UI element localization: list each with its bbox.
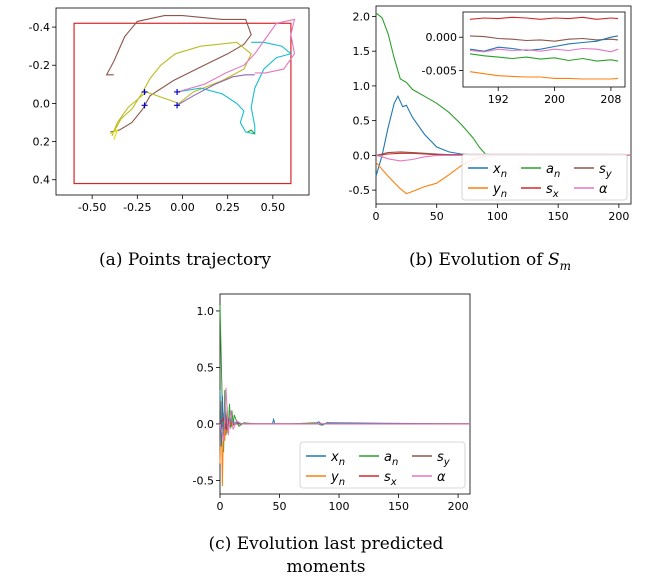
panel-b-y-tick-label: -0.5 <box>349 184 370 197</box>
panel-b-y-tick-label: 0.5 <box>353 115 371 128</box>
panel-b-chart: 0 50 100 150 200 -0.5 0.0 0.5 1.0 1.5 2.0 192 200 208… <box>349 5 632 223</box>
panel-b-legend-label-an: an <box>546 162 560 180</box>
panel-c-chart: 0 50 100 150 200 -0.5 0.0 0.5 1.0 xn yn an sx sy α <box>193 293 471 513</box>
panel-c-y-tick-label: 0.5 <box>197 361 215 374</box>
panel-b-inset-y-tick-label: -0.005 <box>422 64 457 77</box>
panel-b-y-tick-label: 1.0 <box>353 80 371 93</box>
panel-a-trajectory-2 <box>111 41 252 137</box>
panel-a-trajectory-7 <box>247 129 256 135</box>
panel-b-legend-label-sx: sx <box>546 182 559 200</box>
panel-a-y-tick-label: 0.0 <box>33 97 51 110</box>
panel-a-start-marker-3 <box>174 88 181 95</box>
panel-a-boundary-rectangle <box>73 22 292 185</box>
caption-c-line-1: (c) Evolution last predicted <box>209 534 444 554</box>
panel-a-y-tick-label: -0.4 <box>29 21 50 34</box>
panel-b-inset-series-sy <box>469 35 619 42</box>
panel-b-inset-x-tick-label: 200 <box>544 93 565 106</box>
panel-a-x-tick-label: -0.50 <box>78 201 106 214</box>
panel-c-legend-label-alpha: α <box>437 470 446 485</box>
panel-b-y-tick-label: 0.0 <box>353 149 371 162</box>
panel-b-inset-x-tick-label: 192 <box>488 93 509 106</box>
panel-a-start-marker-4 <box>174 102 181 109</box>
panel-a-x-tick-label: 0.50 <box>261 201 286 214</box>
panel-b-x-tick-label: 150 <box>548 210 569 223</box>
panel-b-inset-y-tick-label: 0.000 <box>426 31 458 44</box>
panel-a-trajectory-1 <box>105 15 252 133</box>
panel-c-legend-label-sy: sy <box>437 450 451 468</box>
panel-b-inset-series-alpha <box>469 47 619 53</box>
panel-c-series-an <box>219 305 470 453</box>
panel-c-legend-label-xn: xn <box>330 450 345 468</box>
panel-a-trajectory-3 <box>177 41 293 135</box>
panel-b-frame <box>375 5 632 205</box>
panel-b-series-an <box>375 12 631 156</box>
panel-c-x-tick-label: 100 <box>329 500 350 513</box>
panel-b-y-tick-label: 1.5 <box>353 45 371 58</box>
panel-c-series-xn <box>219 389 471 447</box>
caption-b: (b) Evolution of Sm <box>409 250 571 273</box>
panel-b-legend-label-sy: sy <box>599 162 613 180</box>
panel-b-inset-series-xn <box>469 35 619 52</box>
panel-b-inset-series-an <box>469 53 619 62</box>
panel-a-chart: -0.50 -0.25 0.00 0.25 0.50 -0.4 -0.2 0.0 0.2 0.4 <box>29 7 310 214</box>
panel-c-legend-label-yn: yn <box>330 470 345 488</box>
panel-b-inset-x-tick-label: 208 <box>600 93 621 106</box>
panel-c-y-tick-label: -0.5 <box>193 474 214 487</box>
caption-c-line-2: moments <box>286 557 365 577</box>
panel-c-legend-label-sx: sx <box>384 470 397 488</box>
panel-b-x-tick-label: 0 <box>373 210 380 223</box>
panel-c-legend-label-an: an <box>384 450 398 468</box>
panel-b-x-tick-label: 50 <box>430 210 444 223</box>
panel-c-x-tick-label: 150 <box>388 500 409 513</box>
panel-c-x-tick-label: 50 <box>273 500 287 513</box>
panel-a-trajectory-4 <box>176 74 255 106</box>
panel-b-x-tick-label: 200 <box>608 210 629 223</box>
panel-a-start-marker-2 <box>141 102 148 109</box>
panel-b-legend-label-alpha: α <box>599 182 608 197</box>
panel-a-trajectory-5 <box>176 18 296 93</box>
panel-b-y-tick-label: 2.0 <box>353 10 371 23</box>
panel-b-x-tick-label: 100 <box>487 210 508 223</box>
caption-a: (a) Points trajectory <box>99 250 271 270</box>
panel-c-y-tick-label: 0.0 <box>197 418 215 431</box>
panel-a-trajectory-6 <box>109 128 119 140</box>
panel-b-inset-series-yn <box>469 71 619 80</box>
panel-b-legend-label-yn: yn <box>492 182 507 200</box>
panel-a-x-tick-label: 0.25 <box>215 201 240 214</box>
panel-c-x-tick-label: 0 <box>217 500 224 513</box>
panel-c-series-alpha <box>219 387 470 442</box>
panel-c-x-tick-label: 200 <box>448 500 469 513</box>
panel-b-inset-frame <box>462 11 626 88</box>
panel-a-y-tick-label: -0.2 <box>29 59 50 72</box>
panel-b-inset-series-sx <box>469 16 619 20</box>
panel-a-y-tick-label: 0.2 <box>33 136 51 149</box>
panel-b-legend-label-xn: xn <box>492 162 507 180</box>
panel-a-y-tick-label: 0.4 <box>33 174 51 187</box>
panel-a-x-tick-label: -0.25 <box>123 201 151 214</box>
panel-a-start-marker-1 <box>141 88 148 95</box>
panel-c-y-tick-label: 1.0 <box>197 305 215 318</box>
panel-b-series-alpha <box>375 154 631 162</box>
panel-b-series-sy <box>375 151 632 156</box>
panel-a-x-tick-label: 0.00 <box>170 201 195 214</box>
